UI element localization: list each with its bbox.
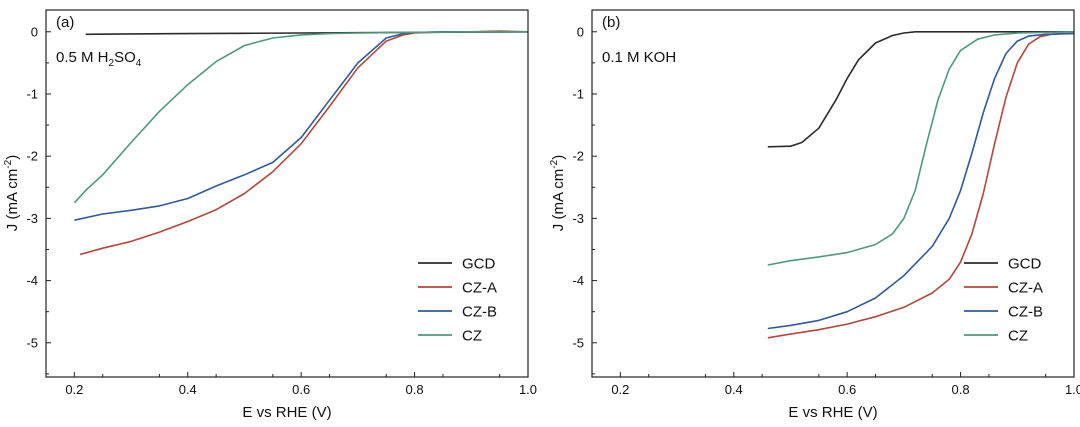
plot-frame-a [45,9,529,378]
x-tick-label-b-3: 0.8 [952,382,970,397]
panel-label-b: (b) [602,14,620,31]
x-tick-label-b-2: 0.6 [838,382,856,397]
x-tick-label-a-2: 0.6 [292,382,310,397]
y-axis-title-b-tail: ) [550,155,567,160]
series-line-b-gcd [767,31,1074,148]
electrolyte-a-mid: SO [114,49,136,66]
x-axis-title-b: E vs RHE (V) [788,404,877,421]
legend-label-a-cz-a: CZ-A [462,280,497,297]
y-tick-label-a-4: -4 [26,273,38,288]
electrolyte-label-a: 0.5 M H2SO4 [56,49,142,69]
y-tick-label-b-5: -5 [572,335,584,350]
electrolyte-a-base: 0.5 M H [56,49,109,66]
y-tick-label-a-1: -1 [26,86,38,101]
panel-b: 0.2 0.4 0.6 0.8 1.0 0 -1 -2 -3 -4 -5 (b) 0.1 M KOH… [549,9,1080,421]
y-tick-label-b-3: -3 [572,211,584,226]
y-axis-title-b: J (mA cm-2) [549,155,567,231]
legend-label-a-cz: CZ [462,328,482,345]
x-tick-label-a-3: 0.8 [406,382,424,397]
legend-label-b-gcd: GCD [1008,256,1042,273]
y-tick-label-a-0: 0 [31,24,38,39]
series-line-b-cz [767,31,1074,266]
electrolyte-a-sub1: 2 [109,58,115,69]
panel-a: 0.2 0.4 0.6 0.8 1.0 0 -1 -2 -3 -4 -5 (a) 0.5 M H2S… [3,9,537,421]
y-tick-label-a-3: -3 [26,211,38,226]
legend-a: GCD CZ-A CZ-B CZ [418,256,497,345]
x-axis-title-a: E vs RHE (V) [242,404,331,421]
y-tick-label-b-0: 0 [577,24,584,39]
legend-label-a-cz-b: CZ-B [462,304,497,321]
series-line-a-cz [73,31,528,204]
y-axis-title-a-tail: ) [4,155,21,160]
y-tick-label-a-2: -2 [26,149,38,164]
y-axis-title-a: J (mA cm-2) [3,155,21,231]
y-tick-label-a-5: -5 [26,335,38,350]
x-tick-label-a-4: 1.0 [519,382,537,397]
panel-label-a: (a) [56,14,74,31]
y-tick-label-b-2: -2 [572,149,584,164]
legend-label-b-cz-b: CZ-B [1008,304,1043,321]
y-tick-label-b-1: -1 [572,86,584,101]
x-tick-label-b-0: 0.2 [611,382,629,397]
legend-label-a-gcd: GCD [462,256,496,273]
x-tick-label-a-0: 0.2 [65,382,83,397]
y-tick-label-b-4: -4 [572,273,584,288]
y-axis-title-b-base: J (mA cm [550,169,567,232]
y-axis-title-a-base: J (mA cm [4,169,21,232]
electrolyte-a-sub2: 4 [136,58,142,69]
legend-label-b-cz-a: CZ-A [1008,280,1043,297]
y-axis-title-a-sup: -2 [3,159,14,168]
x-tick-label-a-1: 0.4 [179,382,197,397]
x-tick-label-b-1: 0.4 [725,382,743,397]
legend-label-b-cz: CZ [1008,328,1028,345]
y-axis-title-b-sup: -2 [549,159,560,168]
series-line-b-cz-a [767,32,1074,339]
legend-b: GCD CZ-A CZ-B CZ [964,256,1043,345]
x-tick-label-b-4: 1.0 [1065,382,1080,397]
plot-frame-b [591,9,1075,378]
series-line-b-cz-b [767,32,1074,330]
electrolyte-label-b: 0.1 M KOH [602,49,676,66]
